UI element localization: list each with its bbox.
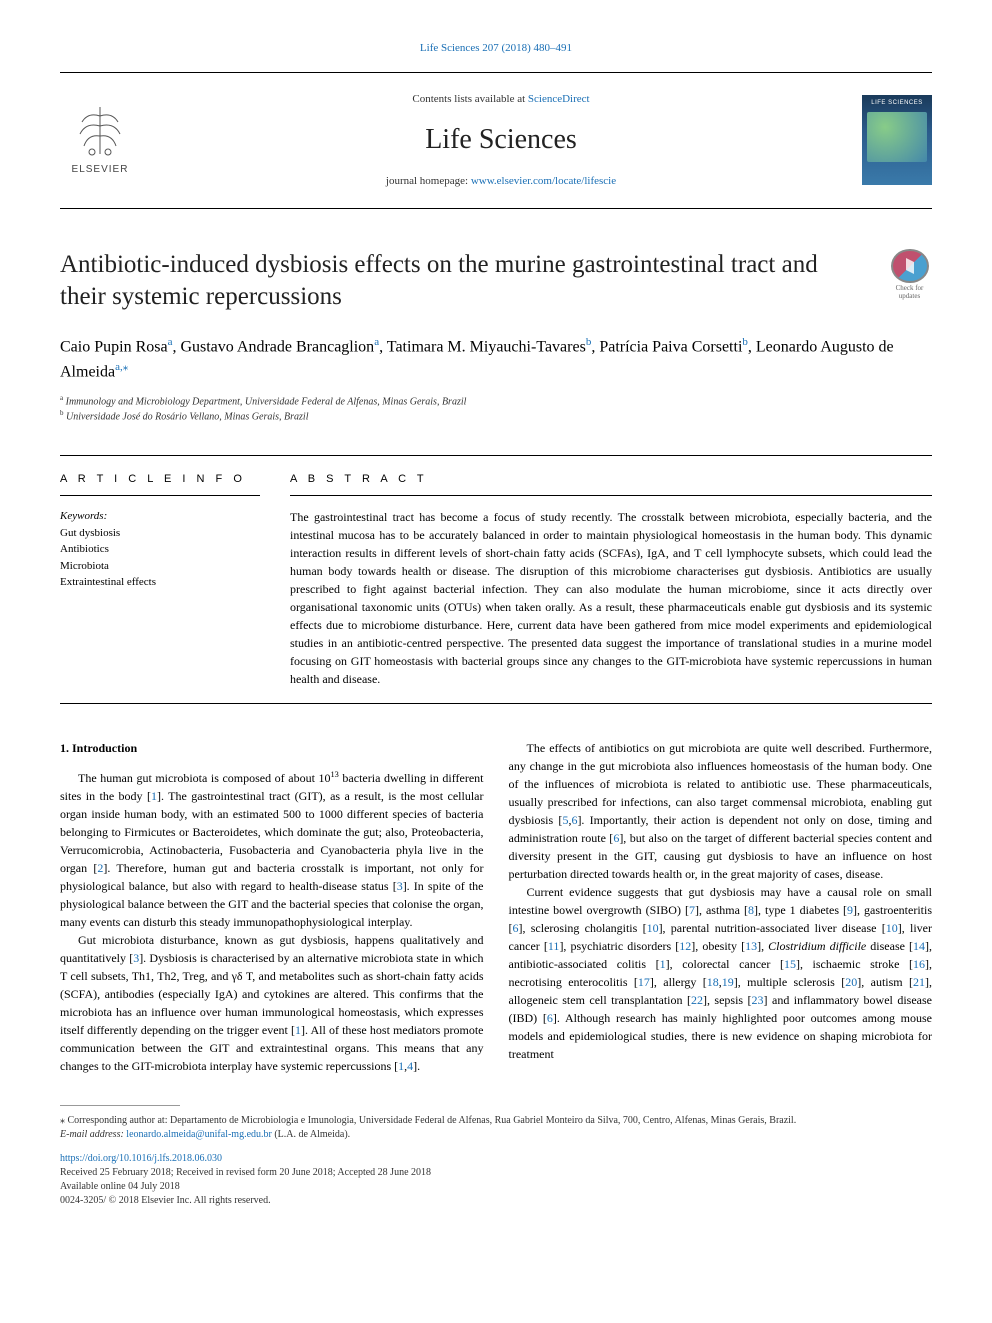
title-row: Antibiotic-induced dysbiosis effects on … xyxy=(60,249,932,314)
copyright-line: 0024-3205/ © 2018 Elsevier Inc. All righ… xyxy=(60,1194,932,1208)
online-line: Available online 04 July 2018 xyxy=(60,1180,932,1194)
elsevier-text: ELSEVIER xyxy=(72,162,129,177)
check-updates-label: Check forupdates xyxy=(896,285,924,300)
body-text: 1. Introduction The human gut microbiota… xyxy=(60,739,932,1075)
abstract: A B S T R A C T The gastrointestinal tra… xyxy=(290,456,932,704)
corresponding-author: ⁎ Corresponding author at: Departamento … xyxy=(60,1114,932,1128)
check-for-updates-button[interactable]: Check forupdates xyxy=(887,249,932,301)
footer: ⁎ Corresponding author at: Departamento … xyxy=(60,1114,932,1208)
abstract-text: The gastrointestinal tract has become a … xyxy=(290,508,932,688)
received-line: Received 25 February 2018; Received in r… xyxy=(60,1166,932,1180)
section-1-heading: 1. Introduction xyxy=(60,739,484,757)
cover-image xyxy=(867,112,927,162)
abstract-heading: A B S T R A C T xyxy=(290,471,932,497)
citation-link[interactable]: Life Sciences 207 (2018) 480–491 xyxy=(420,42,572,54)
journal-name: Life Sciences xyxy=(140,119,862,161)
contents-line: Contents lists available at ScienceDirec… xyxy=(140,91,862,108)
keyword: Extraintestinal effects xyxy=(60,574,260,591)
homepage-link[interactable]: www.elsevier.com/locate/lifescie xyxy=(471,175,616,187)
email-line: E-mail address: leonardo.almeida@unifal-… xyxy=(60,1128,932,1142)
header-center: Contents lists available at ScienceDirec… xyxy=(140,81,862,200)
info-abstract-section: A R T I C L E I N F O Keywords: Gut dysb… xyxy=(60,455,932,705)
intro-p3: The effects of antibiotics on gut microb… xyxy=(509,739,933,883)
keyword: Microbiota xyxy=(60,558,260,575)
homepage-line: journal homepage: www.elsevier.com/locat… xyxy=(140,173,862,190)
intro-p4: Current evidence suggests that gut dysbi… xyxy=(509,883,933,1063)
intro-p1: The human gut microbiota is composed of … xyxy=(60,769,484,931)
keyword: Gut dysbiosis xyxy=(60,525,260,542)
contents-prefix: Contents lists available at xyxy=(412,93,527,105)
article-info-heading: A R T I C L E I N F O xyxy=(60,471,260,497)
doi-line: https://doi.org/10.1016/j.lfs.2018.06.03… xyxy=(60,1152,932,1166)
sciencedirect-link[interactable]: ScienceDirect xyxy=(528,93,590,105)
email-link[interactable]: leonardo.almeida@unifal-mg.edu.br xyxy=(126,1129,272,1140)
cover-title: LIFE SCIENCES xyxy=(871,99,923,108)
keywords-list: Gut dysbiosis Antibiotics Microbiota Ext… xyxy=(60,525,260,591)
doi-link[interactable]: https://doi.org/10.1016/j.lfs.2018.06.03… xyxy=(60,1153,222,1164)
footer-separator xyxy=(60,1105,180,1106)
article-title: Antibiotic-induced dysbiosis effects on … xyxy=(60,249,867,314)
affiliation-a: a Immunology and Microbiology Department… xyxy=(60,394,932,409)
affiliation-b: b Universidade José do Rosário Vellano, … xyxy=(60,409,932,424)
page-header-citation: Life Sciences 207 (2018) 480–491 xyxy=(60,40,932,57)
keywords-label: Keywords: xyxy=(60,508,260,525)
homepage-prefix: journal homepage: xyxy=(386,175,471,187)
affiliations: a Immunology and Microbiology Department… xyxy=(60,394,932,425)
elsevier-logo[interactable]: ELSEVIER xyxy=(60,95,140,185)
journal-header: ELSEVIER Contents lists available at Sci… xyxy=(60,72,932,209)
article-info: A R T I C L E I N F O Keywords: Gut dysb… xyxy=(60,456,260,704)
intro-p2: Gut microbiota disturbance, known as gut… xyxy=(60,931,484,1075)
authors-list: Caio Pupin Rosaa, Gustavo Andrade Branca… xyxy=(60,334,932,385)
keyword: Antibiotics xyxy=(60,541,260,558)
journal-cover[interactable]: LIFE SCIENCES xyxy=(862,95,932,185)
crossmark-icon xyxy=(891,249,929,284)
elsevier-tree-icon xyxy=(70,104,130,159)
